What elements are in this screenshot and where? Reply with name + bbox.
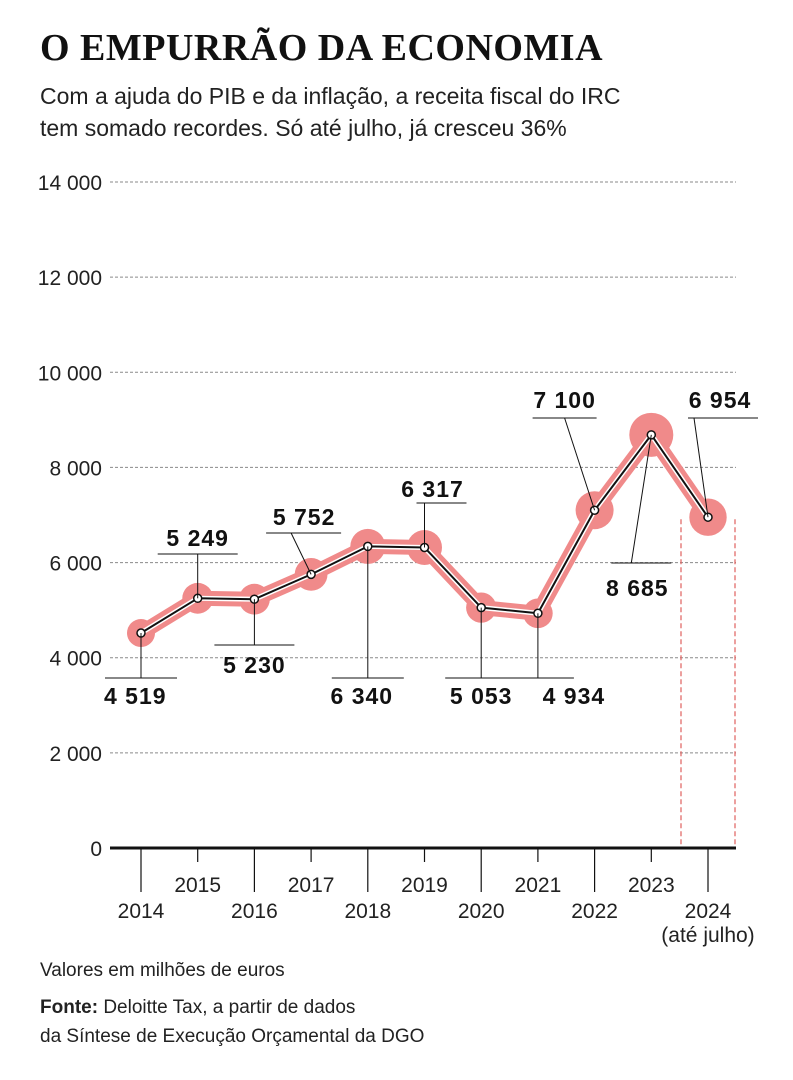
source-line-2: da Síntese de Execução Orçamental da DGO: [40, 1026, 425, 1047]
y-tick-label: 10 000: [38, 362, 102, 385]
value-label: 6 317: [401, 476, 464, 502]
y-tick-label: 2 000: [49, 743, 102, 766]
y-tick-label: 14 000: [38, 172, 102, 195]
value-label: 5 053: [450, 683, 513, 709]
x-tick-label: 2023: [628, 874, 675, 897]
units-note: Valores em milhões de euros: [40, 960, 285, 981]
x-tick-label: 2014: [118, 900, 165, 923]
source-label: Fonte:: [40, 997, 99, 1018]
chart-subtitle: Com a ajuda do PIB e da inflação, a rece…: [40, 80, 760, 144]
value-label: 5 249: [166, 525, 229, 551]
source-line-1: Deloitte Tax, a partir de dados: [103, 997, 356, 1018]
y-tick-label: 6 000: [49, 553, 102, 576]
irc-revenue-line-chart: 0 2 000 4 000 6 000 8 000 10 000 12 000 14 000 2…: [38, 172, 758, 947]
x-tick-label: 2020: [458, 900, 505, 923]
x-tick-label: 2018: [344, 900, 391, 923]
chart-title: O EMPURRÃO DA ECONOMIA: [40, 27, 604, 69]
x-tick-label: 2019: [401, 874, 448, 897]
value-label: 5 752: [273, 504, 336, 530]
value-label: 5 230: [223, 652, 286, 678]
x-tick-label: 2021: [515, 874, 562, 897]
value-leader-line: [290, 532, 312, 575]
chart-footer: Valores em milhões de euros Fonte: Deloi…: [40, 956, 760, 1051]
x-tick-label: 2015: [174, 874, 221, 897]
source-note: Fonte: Deloitte Tax, a partir de dados d…: [40, 993, 760, 1051]
value-label: 4 519: [104, 683, 167, 709]
y-tick-label: 4 000: [49, 648, 102, 671]
value-label: 6 954: [689, 387, 752, 413]
x-tick-label: 2022: [571, 900, 618, 923]
y-tick-label: 0: [90, 838, 102, 861]
x-tick-note: (até julho): [661, 924, 754, 947]
value-label: 8 685: [606, 575, 669, 601]
value-label: 4 934: [543, 683, 606, 709]
x-tick-label: 2016: [231, 900, 278, 923]
value-leader-line: [630, 434, 652, 564]
value-label: 6 340: [331, 683, 394, 709]
x-tick-label: 2024: [685, 900, 732, 923]
subtitle-line-1: Com a ajuda do PIB e da inflação, a rece…: [40, 83, 621, 109]
subtitle-line-2: tem somado recordes. Só até julho, já cr…: [40, 115, 567, 141]
x-tick-label: 2017: [288, 874, 335, 897]
y-tick-label: 8 000: [49, 457, 102, 480]
value-leader-line: [693, 417, 709, 518]
value-label: 7 100: [533, 387, 596, 413]
y-tick-label: 12 000: [38, 267, 102, 290]
value-leader-line: [564, 417, 596, 511]
